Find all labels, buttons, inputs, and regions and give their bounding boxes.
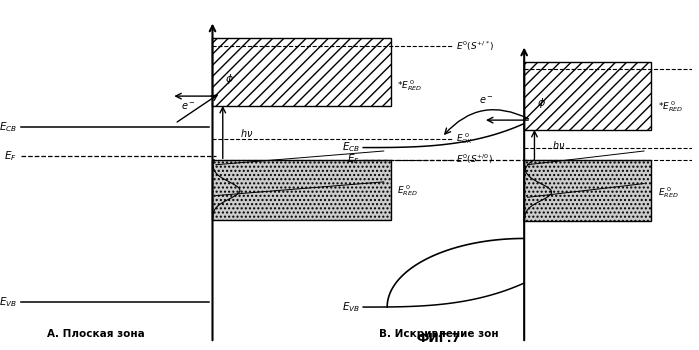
Text: $*E_{RED}^{\ 0}$: $*E_{RED}^{\ 0}$ xyxy=(398,78,423,93)
Text: $E_{CB}$: $E_{CB}$ xyxy=(342,141,360,154)
Text: $E_{VB}$: $E_{VB}$ xyxy=(342,300,360,314)
Text: $E_F$: $E_F$ xyxy=(4,149,17,163)
Text: $e^-$: $e^-$ xyxy=(181,100,196,112)
Text: $E_{OX}^{\ 0}$: $E_{OX}^{\ 0}$ xyxy=(456,132,473,146)
Text: $E^0(S^{+/0})$: $E^0(S^{+/0})$ xyxy=(456,153,493,166)
Text: $h\nu$: $h\nu$ xyxy=(552,139,565,151)
Text: $*E_{RED}^{\ 0}$: $*E_{RED}^{\ 0}$ xyxy=(658,99,683,114)
Text: ФИГ.7: ФИГ.7 xyxy=(417,332,461,345)
Text: $h\nu$: $h\nu$ xyxy=(240,127,253,139)
Bar xyxy=(524,160,651,221)
Text: $E_F$: $E_F$ xyxy=(347,153,360,167)
Text: $E_{VB}$: $E_{VB}$ xyxy=(0,295,17,309)
Bar xyxy=(212,160,391,219)
Text: $E^0(S^{+/*})$: $E^0(S^{+/*})$ xyxy=(456,40,494,53)
Text: $e^-$: $e^-$ xyxy=(479,96,494,106)
Text: В. Искривление зон: В. Искривление зон xyxy=(379,329,498,340)
Text: А. Плоская зона: А. Плоская зона xyxy=(47,329,145,340)
Bar xyxy=(212,38,391,106)
Text: $E_{CB}$: $E_{CB}$ xyxy=(0,120,17,134)
Text: $E_{RED}^{\ 0}$: $E_{RED}^{\ 0}$ xyxy=(658,185,679,200)
Text: $\phi$: $\phi$ xyxy=(537,96,546,110)
Bar xyxy=(524,62,651,131)
Text: $E_{RED}^{\ 0}$: $E_{RED}^{\ 0}$ xyxy=(398,183,418,198)
Text: $\phi$: $\phi$ xyxy=(225,72,234,86)
